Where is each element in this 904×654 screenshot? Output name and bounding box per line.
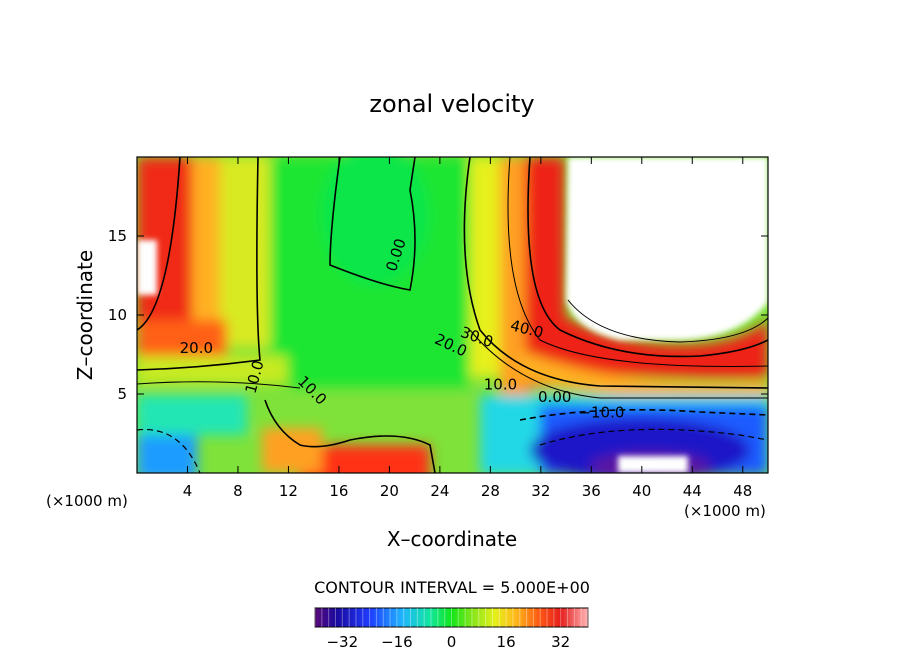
undefined-top-left: [137, 240, 157, 295]
field-bottom-orange: [262, 428, 322, 473]
x-tick-label-10: 44: [683, 482, 702, 500]
contour-label-8: 0.00: [538, 388, 571, 406]
contour-0-left: [137, 381, 301, 389]
y-tick-label-2: 15: [108, 227, 127, 245]
y-axis-label: Z–coordinate: [73, 250, 97, 380]
x-axis-label: X–coordinate: [387, 527, 517, 551]
undefined-top-right: [566, 157, 768, 340]
field-left-lowred: [137, 320, 227, 358]
undefined-bottom-center: [618, 456, 688, 473]
colorbar: [314, 607, 589, 628]
contour-neg10: [519, 408, 768, 421]
chart-title: zonal velocity: [369, 90, 534, 118]
x-tick-label-11: 48: [733, 482, 752, 500]
x-tick-label-3: 16: [329, 482, 348, 500]
colorbar-tick-label-2: 0: [447, 633, 457, 651]
contour-20: [507, 157, 768, 367]
contour-neg20: [539, 428, 768, 446]
colorbar-ticks: −32 −16 0 16 32: [314, 608, 589, 651]
contour-10-right: [463, 157, 768, 389]
contour-40: [567, 299, 768, 343]
x-tick-label-1: 8: [233, 482, 243, 500]
heatmap-field: [137, 157, 768, 473]
x-unit-right: (×1000 m): [684, 502, 766, 520]
colorbar-tick-label-0: −32: [326, 633, 358, 651]
contour-bottom-10: [264, 399, 436, 473]
contour-30: [527, 157, 768, 358]
y-tick-label-1: 10: [108, 306, 127, 324]
colorbar-tick-label-3: 16: [497, 633, 516, 651]
contour-20-left: [137, 157, 181, 331]
colorbar-tick-label-1: −16: [381, 633, 413, 651]
field-left-band-yellow: [137, 356, 287, 384]
contour-left-dashed: [137, 428, 201, 473]
contour-label-3: 20.0: [180, 339, 213, 357]
contour-label-6: 10.0: [484, 375, 517, 393]
field-right-red-band: [540, 300, 768, 379]
field-left-cyan: [137, 395, 247, 435]
x-tick-label-2: 12: [279, 482, 298, 500]
x-tick-label-9: 40: [632, 482, 651, 500]
x-tick-label-8: 36: [582, 482, 601, 500]
y-tick-label-0: 5: [117, 385, 127, 403]
contour-label-9: −10.0: [578, 404, 624, 422]
field-upper-green: [320, 157, 430, 285]
x-tick-label-4: 20: [380, 482, 399, 500]
contour-10-left: [137, 157, 261, 371]
x-tick-label-0: 4: [183, 482, 193, 500]
x-tick-label-5: 24: [430, 482, 449, 500]
x-unit-left: (×1000 m): [46, 492, 128, 510]
contour-interval-text: CONTOUR INTERVAL = 5.000E+00: [314, 578, 590, 597]
contour-0-core: [329, 157, 416, 291]
x-tick-label-6: 28: [481, 482, 500, 500]
contour-0-right: [469, 329, 768, 399]
colorbar-tick-label-4: 32: [551, 633, 570, 651]
x-tick-label-7: 32: [531, 482, 550, 500]
